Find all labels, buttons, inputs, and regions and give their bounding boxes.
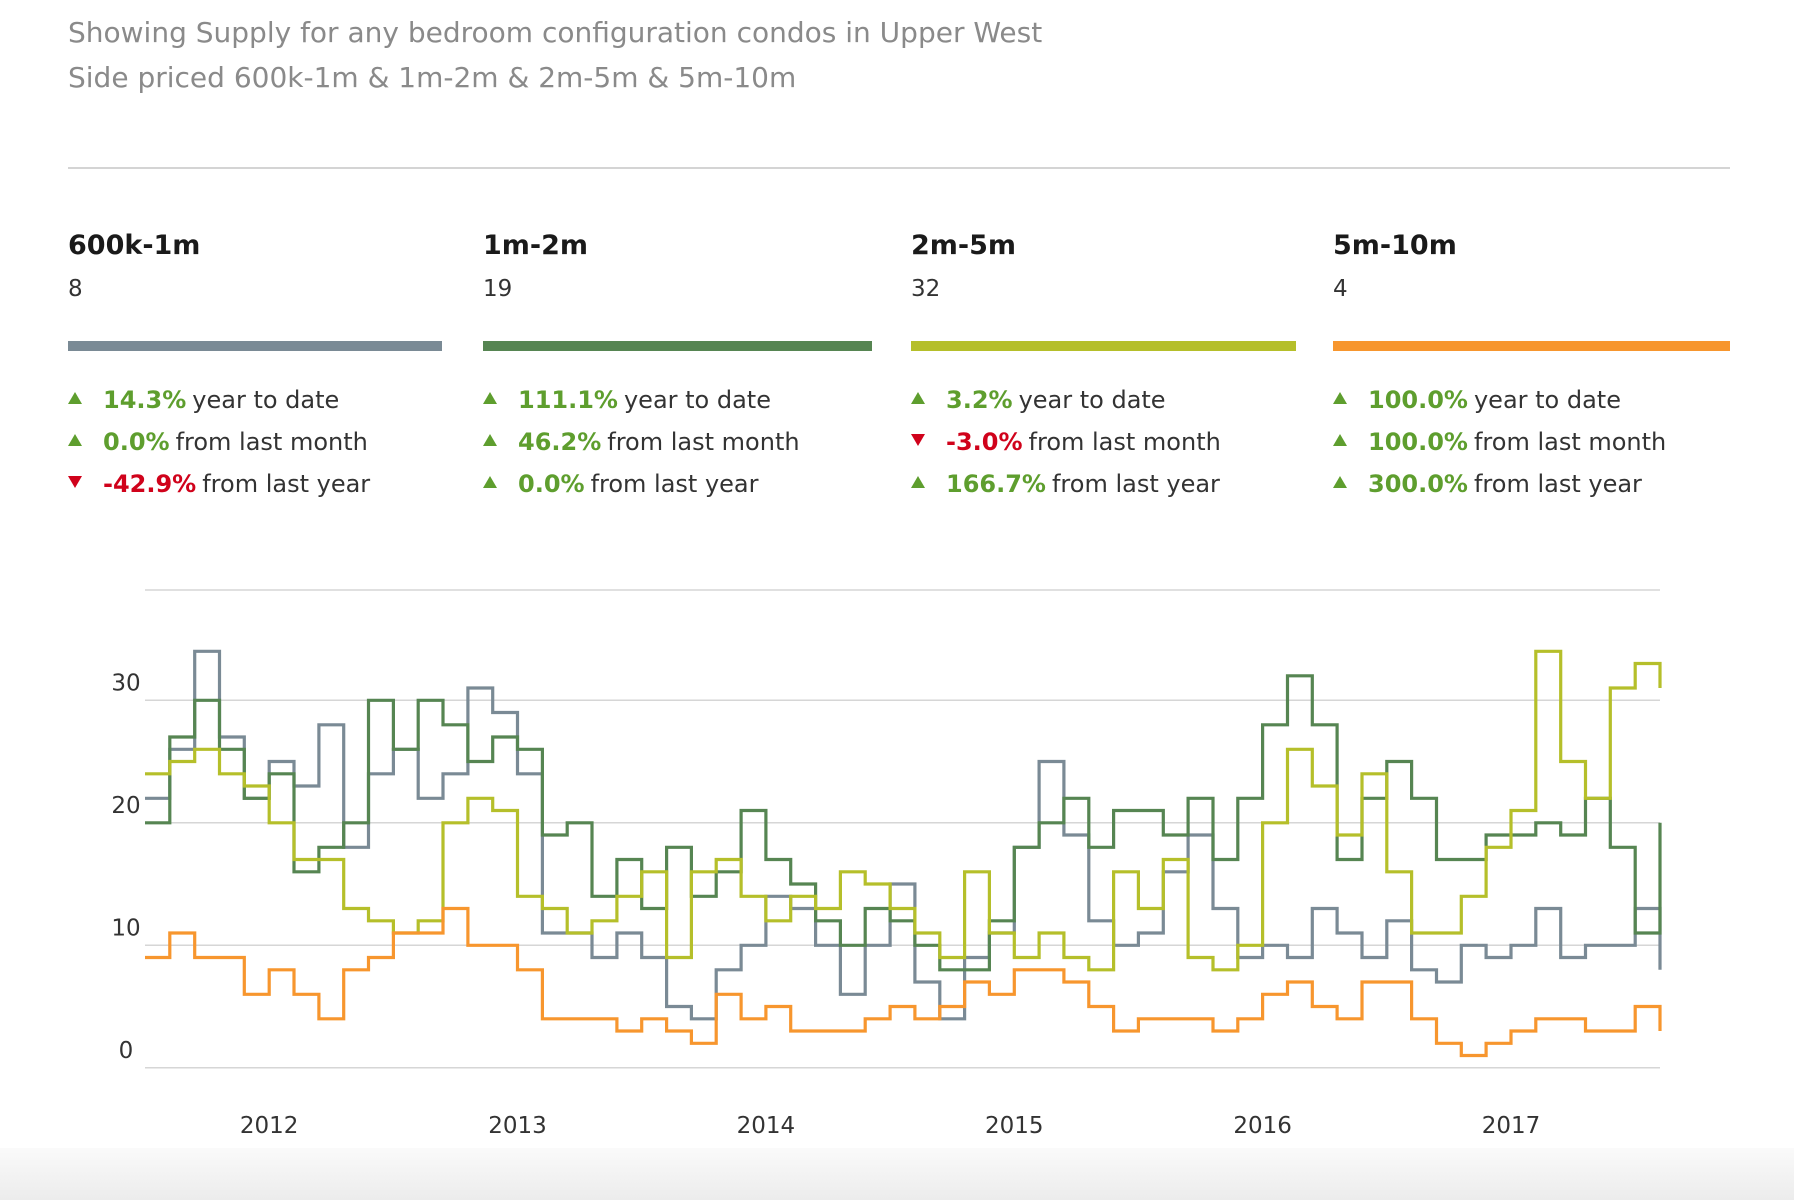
- change-label: from last month: [1473, 428, 1667, 456]
- y-tick-label-10: 10: [111, 915, 140, 941]
- x-tick-label-2014: 2014: [737, 1113, 796, 1139]
- stat-name: 600k-1m: [68, 230, 201, 261]
- triangle-icon: [483, 476, 497, 488]
- change-label: from last year: [590, 470, 759, 498]
- page-subtitle: Showing Supply for any bedroom configura…: [68, 16, 1043, 94]
- change-percent: 300.0%: [1368, 470, 1468, 498]
- series-line-600k-1m: [145, 649, 1662, 1021]
- triangle-icon: [911, 476, 925, 488]
- stat-count: 32: [911, 276, 941, 302]
- change-row-ytd: 111.1% year to date: [483, 379, 800, 421]
- stat-card-600k-1m: 600k-1m 8 14.3% year to date 0.0% from las…: [68, 228, 442, 498]
- change-row-ytd: 100.0% year to date: [1333, 379, 1666, 421]
- stat-changes: 3.2% year to date -3.0% from last month 16…: [911, 379, 1221, 505]
- triangle-icon: [483, 392, 497, 404]
- header-divider: [68, 167, 1730, 169]
- triangle-icon: [911, 434, 925, 446]
- stat-count: 4: [1333, 276, 1348, 302]
- change-percent: 0.0%: [103, 428, 170, 456]
- stat-changes: 111.1% year to date 46.2% from last month …: [483, 379, 800, 505]
- stat-card-2m-5m: 2m-5m 32 3.2% year to date -3.0% from last…: [911, 228, 1296, 498]
- change-percent: 14.3%: [103, 386, 187, 414]
- supply-line-chart: 0 10 20 30 2012 2013 2014 2015 2016 2017: [111, 589, 1662, 1139]
- stat-name: 2m-5m: [911, 230, 1017, 261]
- stat-name: 5m-10m: [1333, 230, 1457, 261]
- change-row-month: -3.0% from last month: [911, 421, 1221, 463]
- change-label: year to date: [1473, 386, 1621, 414]
- stat-color-bar: [911, 341, 1296, 351]
- change-label: from last year: [1051, 470, 1220, 498]
- change-percent: 46.2%: [518, 428, 602, 456]
- change-row-ytd: 14.3% year to date: [68, 379, 370, 421]
- stat-count: 8: [68, 276, 83, 302]
- change-percent: -3.0%: [946, 428, 1023, 456]
- y-tick-label-30: 30: [111, 670, 140, 696]
- triangle-icon: [483, 434, 497, 446]
- triangle-icon: [1333, 392, 1347, 404]
- x-tick-label-2016: 2016: [1233, 1113, 1292, 1139]
- change-row-year: -42.9% from last year: [68, 463, 370, 505]
- page-bottom-edge: [0, 1148, 1794, 1200]
- change-percent: 100.0%: [1368, 386, 1468, 414]
- stat-color-bar: [1333, 341, 1730, 351]
- change-percent: 111.1%: [518, 386, 618, 414]
- change-label: from last year: [202, 470, 371, 498]
- change-label: from last month: [1028, 428, 1221, 456]
- change-percent: 3.2%: [946, 386, 1013, 414]
- change-label: from last month: [175, 428, 368, 456]
- stat-changes: 14.3% year to date 0.0% from last month -4…: [68, 379, 370, 505]
- x-tick-label-2017: 2017: [1482, 1113, 1541, 1139]
- change-percent: 100.0%: [1368, 428, 1468, 456]
- change-row-ytd: 3.2% year to date: [911, 379, 1221, 421]
- change-row-month: 0.0% from last month: [68, 421, 370, 463]
- series-line-5m-10m: [145, 906, 1662, 1058]
- stat-card-1m-2m: 1m-2m 19 111.1% year to date 46.2% from la…: [483, 228, 872, 498]
- triangle-icon: [1333, 434, 1347, 446]
- triangle-icon: [68, 476, 82, 488]
- x-tick-label-2015: 2015: [985, 1113, 1044, 1139]
- triangle-icon: [1333, 476, 1347, 488]
- triangle-icon: [68, 434, 82, 446]
- stat-color-bar: [483, 341, 872, 351]
- change-label: year to date: [1018, 386, 1166, 414]
- change-label: year to date: [623, 386, 771, 414]
- triangle-icon: [68, 392, 82, 404]
- stat-name: 1m-2m: [483, 230, 589, 261]
- change-label: from last month: [607, 428, 800, 456]
- change-percent: 166.7%: [946, 470, 1046, 498]
- triangle-icon: [911, 392, 925, 404]
- change-label: from last year: [1473, 470, 1642, 498]
- change-row-month: 100.0% from last month: [1333, 421, 1666, 463]
- change-row-year: 166.7% from last year: [911, 463, 1221, 505]
- change-label: year to date: [192, 386, 340, 414]
- stat-changes: 100.0% year to date 100.0% from last month…: [1333, 379, 1666, 505]
- x-tick-label-2013: 2013: [488, 1113, 547, 1139]
- y-tick-label-0: 0: [119, 1038, 134, 1064]
- change-percent: -42.9%: [103, 470, 197, 498]
- stat-count: 19: [483, 276, 513, 302]
- stat-card-5m-10m: 5m-10m 4 100.0% year to date 100.0% from l…: [1333, 228, 1730, 498]
- change-row-month: 46.2% from last month: [483, 421, 800, 463]
- y-tick-label-20: 20: [111, 793, 140, 819]
- change-row-year: 300.0% from last year: [1333, 463, 1666, 505]
- x-tick-label-2012: 2012: [240, 1113, 299, 1139]
- stat-color-bar: [68, 341, 442, 351]
- change-percent: 0.0%: [518, 470, 585, 498]
- change-row-year: 0.0% from last year: [483, 463, 800, 505]
